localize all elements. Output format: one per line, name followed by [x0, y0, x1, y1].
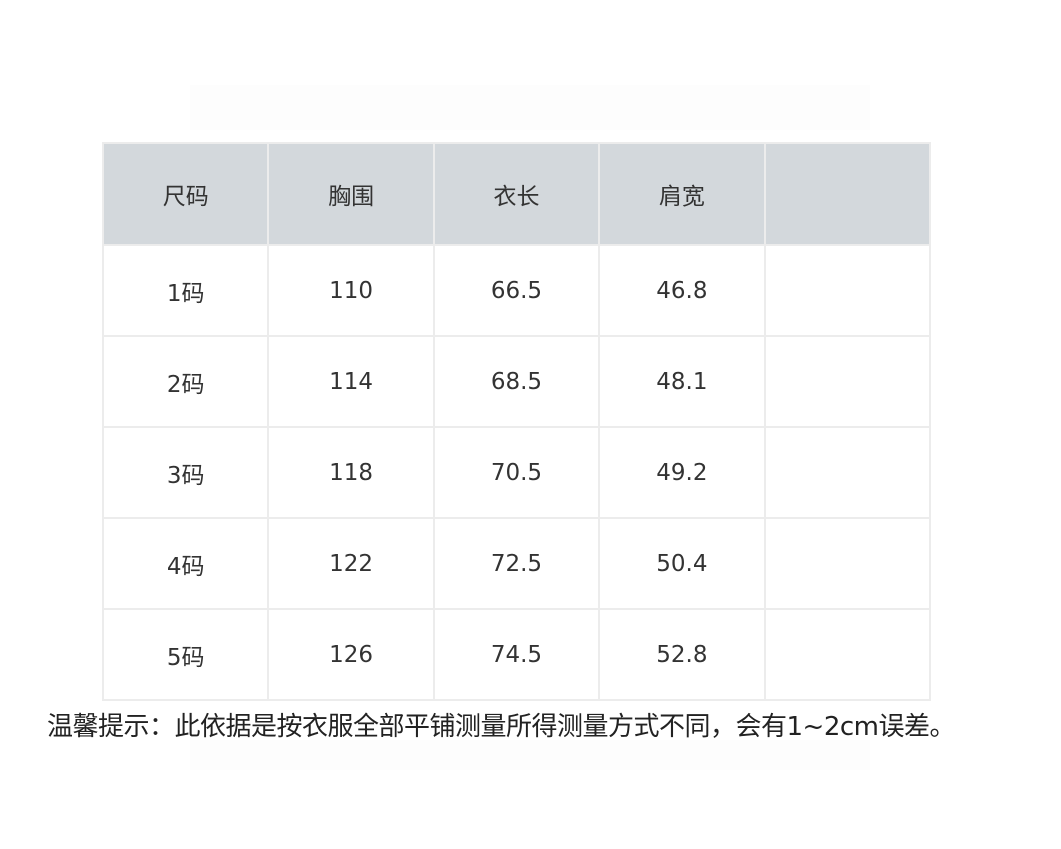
cell-length: 66.5 — [432, 244, 601, 337]
table-row: 2码 114 68.5 48.1 — [101, 335, 932, 428]
header-shoulder: 肩宽 — [598, 142, 766, 246]
cell-chest: 122 — [267, 517, 435, 610]
cell-shoulder: 52.8 — [598, 608, 766, 701]
header-chest: 胸围 — [267, 142, 435, 246]
cell-shoulder: 46.8 — [598, 244, 766, 337]
cell-chest: 118 — [267, 426, 435, 519]
cell-length: 70.5 — [432, 426, 601, 519]
header-empty — [763, 142, 932, 246]
cell-shoulder: 50.4 — [598, 517, 766, 610]
cell-shoulder: 49.2 — [598, 426, 766, 519]
cell-chest: 110 — [267, 244, 435, 337]
cell-size: 2码 — [101, 335, 270, 428]
cell-size: 5码 — [101, 608, 270, 701]
cell-size: 3码 — [101, 426, 270, 519]
cell-shoulder: 48.1 — [598, 335, 766, 428]
header-length: 衣长 — [432, 142, 601, 246]
header-size: 尺码 — [101, 142, 270, 246]
cell-chest: 126 — [267, 608, 435, 701]
table-row: 4码 122 72.5 50.4 — [101, 517, 932, 610]
cell-extra — [763, 426, 932, 519]
cell-chest: 114 — [267, 335, 435, 428]
table-row: 3码 118 70.5 49.2 — [101, 426, 932, 519]
cell-length: 68.5 — [432, 335, 601, 428]
cell-size: 4码 — [101, 517, 270, 610]
table-row: 1码 110 66.5 46.8 — [101, 244, 932, 337]
table-row: 5码 126 74.5 52.8 — [101, 608, 932, 701]
cell-extra — [763, 335, 932, 428]
faint-watermark-bottom — [190, 740, 870, 770]
cell-size: 1码 — [101, 244, 270, 337]
faint-watermark-top — [190, 85, 870, 130]
cell-length: 74.5 — [432, 608, 601, 701]
cell-extra — [763, 608, 932, 701]
size-table: 尺码 胸围 衣长 肩宽 1码 110 66.5 46.8 2码 114 68.5 48.1 3码… — [101, 142, 932, 701]
measurement-note: 温馨提示：此依据是按衣服全部平铺测量所得测量方式不同，会有1~2cm误差。 — [47, 712, 956, 742]
header-row: 尺码 胸围 衣长 肩宽 — [101, 142, 932, 246]
cell-extra — [763, 517, 932, 610]
cell-extra — [763, 244, 932, 337]
cell-length: 72.5 — [432, 517, 601, 610]
